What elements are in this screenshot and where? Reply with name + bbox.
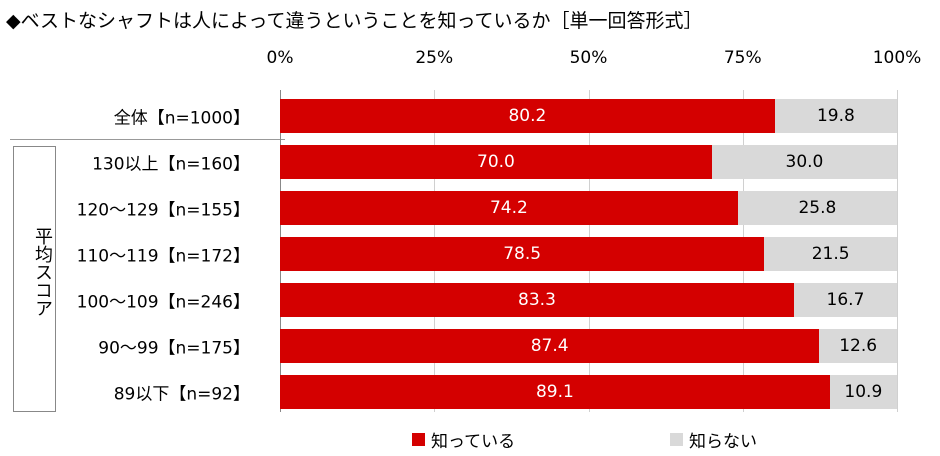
legend-item-unknown: 知らない	[670, 427, 757, 452]
data-label: 21.5	[811, 244, 850, 264]
bar-known: 87.4	[280, 329, 820, 363]
legend-item-known: 知っている	[412, 427, 515, 452]
x-tick-label: 50%	[569, 48, 608, 68]
data-label: 78.5	[503, 244, 542, 264]
group-box-average-score: 平均スコア	[13, 146, 56, 412]
data-label: 12.6	[839, 336, 878, 356]
bar-unknown: 10.9	[829, 375, 897, 409]
data-label: 19.8	[816, 106, 855, 126]
data-label: 74.2	[489, 198, 528, 218]
data-label: 16.7	[826, 290, 865, 310]
x-tick-label: 100%	[872, 48, 922, 68]
category-label: 120～129【n=155】	[76, 200, 250, 221]
bar-known: 80.2	[280, 99, 775, 133]
bar-known: 70.0	[280, 145, 712, 179]
x-tick-label: 25%	[415, 48, 454, 68]
data-label: 83.3	[518, 290, 556, 310]
gridline	[897, 90, 898, 412]
bar-known: 89.1	[280, 375, 830, 409]
bar-unknown: 25.8	[737, 191, 897, 225]
legend-label-known: 知っている	[431, 432, 516, 452]
legend-swatch-known	[412, 433, 425, 446]
x-tick-label: 75%	[723, 48, 762, 68]
category-label: 89以下【n=92】	[113, 384, 250, 405]
legend-swatch-unknown	[670, 433, 683, 446]
bar-unknown: 19.8	[774, 99, 897, 133]
data-label: 10.9	[844, 382, 883, 402]
separator-line	[10, 139, 285, 140]
data-label: 25.8	[798, 198, 837, 218]
data-label: 87.4	[530, 336, 569, 356]
category-label: 90～99【n=175】	[98, 338, 250, 359]
bar-known: 83.3	[280, 283, 794, 317]
data-label: 80.2	[508, 106, 547, 126]
bar-known: 74.2	[280, 191, 738, 225]
bar-known: 78.5	[280, 237, 765, 271]
legend-label-unknown: 知らない	[689, 432, 757, 452]
data-label: 70.0	[477, 152, 515, 172]
chart-title: ◆ベストなシャフトは人によって違うということを知っているか［単一回答形式］	[6, 10, 703, 32]
bar-unknown: 30.0	[711, 145, 897, 179]
category-label: 110～119【n=172】	[76, 246, 250, 267]
bar-unknown: 12.6	[819, 329, 897, 363]
category-label: 130以上【n=160】	[92, 154, 250, 175]
category-label: 全体【n=1000】	[113, 108, 250, 129]
bar-unknown: 21.5	[764, 237, 897, 271]
category-label: 100～109【n=246】	[76, 292, 250, 313]
data-label: 89.1	[535, 382, 574, 402]
x-tick-label: 0%	[266, 48, 294, 68]
data-label: 30.0	[785, 152, 824, 172]
group-label: 平均スコア	[32, 227, 53, 317]
bar-unknown: 16.7	[793, 283, 897, 317]
